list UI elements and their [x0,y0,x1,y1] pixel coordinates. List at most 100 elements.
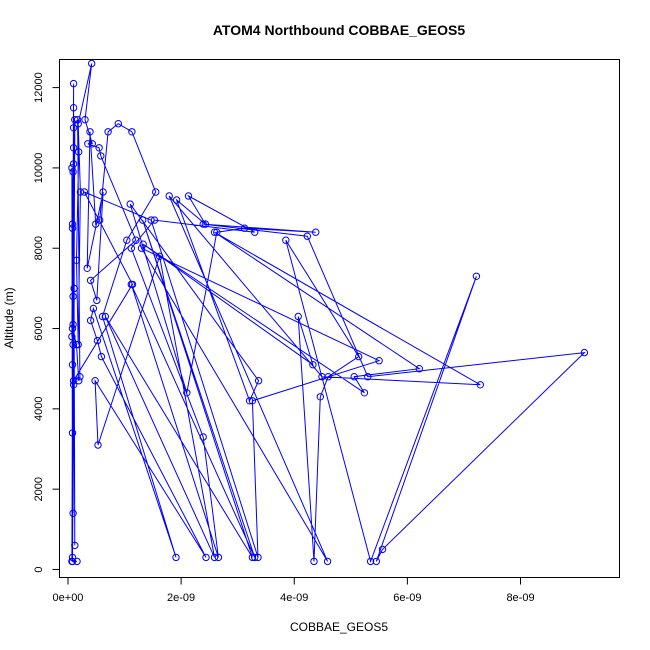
data-point [68,224,77,232]
data-point [75,148,83,156]
data-point [210,553,219,562]
data-point [84,140,92,148]
data-point [69,381,78,389]
x-tick-label: 4e-09 [280,592,308,604]
data-point [127,244,136,252]
data-point [323,557,332,566]
data-point [93,336,102,345]
data-point [69,104,78,112]
data-point [364,373,372,381]
data-point [312,228,320,236]
x-axis-label: COBBAE_GEOS5 [290,620,388,634]
y-axis-label: Altitude (m) [2,287,16,348]
data-point [366,557,375,566]
data-point [92,220,100,228]
data-point [91,377,99,385]
data-point [95,144,103,152]
data-point [172,196,181,204]
data-point [88,140,97,148]
series-layer [68,59,589,566]
plot-area-frame [59,59,620,578]
data-point [360,389,369,397]
data-point [80,188,89,196]
data-point [70,284,78,293]
data-point [69,320,77,329]
data-point [74,120,82,128]
data-point [184,192,193,200]
data-point [172,553,180,562]
data-point [303,232,311,240]
data-point [69,292,77,301]
data-point [71,541,79,550]
data-point [104,128,112,136]
data-point [155,252,164,260]
data-point [152,188,160,196]
data-point [123,236,131,244]
data-point [69,160,78,168]
y-tick-label: 2000 [33,477,45,501]
data-point [378,545,387,554]
data-point [76,188,85,196]
data-point [68,361,77,369]
data-point [69,168,77,176]
y-tick-label: 12000 [33,72,45,103]
data-point [68,332,76,341]
data-point [68,553,77,562]
data-point [69,144,78,152]
data-point [318,373,326,381]
data-point [375,357,383,365]
data-point [210,228,219,236]
data-point [350,373,358,381]
data-point [96,216,104,224]
data-point [114,120,123,128]
data-point [201,220,210,228]
data-point [93,296,101,305]
data-point [86,276,95,285]
y-tick-label: 8000 [33,236,45,260]
data-point [254,377,263,385]
data-point [139,240,147,248]
data-point [139,216,147,224]
data-point [415,365,423,373]
data-point [202,553,210,562]
x-tick-label: 2e-09 [167,592,195,604]
data-point [254,553,262,562]
data-point [147,216,155,224]
data-point [310,557,318,566]
data-point [86,316,95,325]
x-tick-label: 6e-09 [393,592,421,604]
data-point [68,164,76,172]
data-point [282,236,290,244]
data-point [76,373,84,381]
data-point [165,192,173,200]
data-point [97,352,106,361]
data-point [97,152,105,160]
data-point [132,236,140,244]
x-axis: 0e+00 2e-09 4e-09 6e-09 8e-09 [53,577,535,604]
data-point [183,389,191,397]
data-point [81,116,89,124]
data-point [99,188,107,196]
x-tick-label: 0e+00 [53,592,84,604]
data-point [245,397,254,405]
x-tick-label: 8e-09 [506,592,534,604]
series-line [71,63,586,564]
data-point [137,244,146,252]
data-point [101,312,110,321]
data-point [89,304,98,313]
data-point [69,377,78,385]
data-point [309,361,317,369]
data-point [150,216,159,224]
y-tick-label: 6000 [33,316,45,340]
data-point [251,228,259,236]
data-point [72,256,81,264]
chart-title: ATOM4 Northbound COBBAE_GEOS5 [213,22,465,38]
data-point [472,272,481,280]
data-point [75,377,83,385]
y-axis: 0 2000 4000 6000 8000 10000 12000 [33,72,60,573]
data-point [128,280,137,289]
data-point [294,312,302,321]
data-point [68,324,77,333]
data-point [126,200,134,208]
